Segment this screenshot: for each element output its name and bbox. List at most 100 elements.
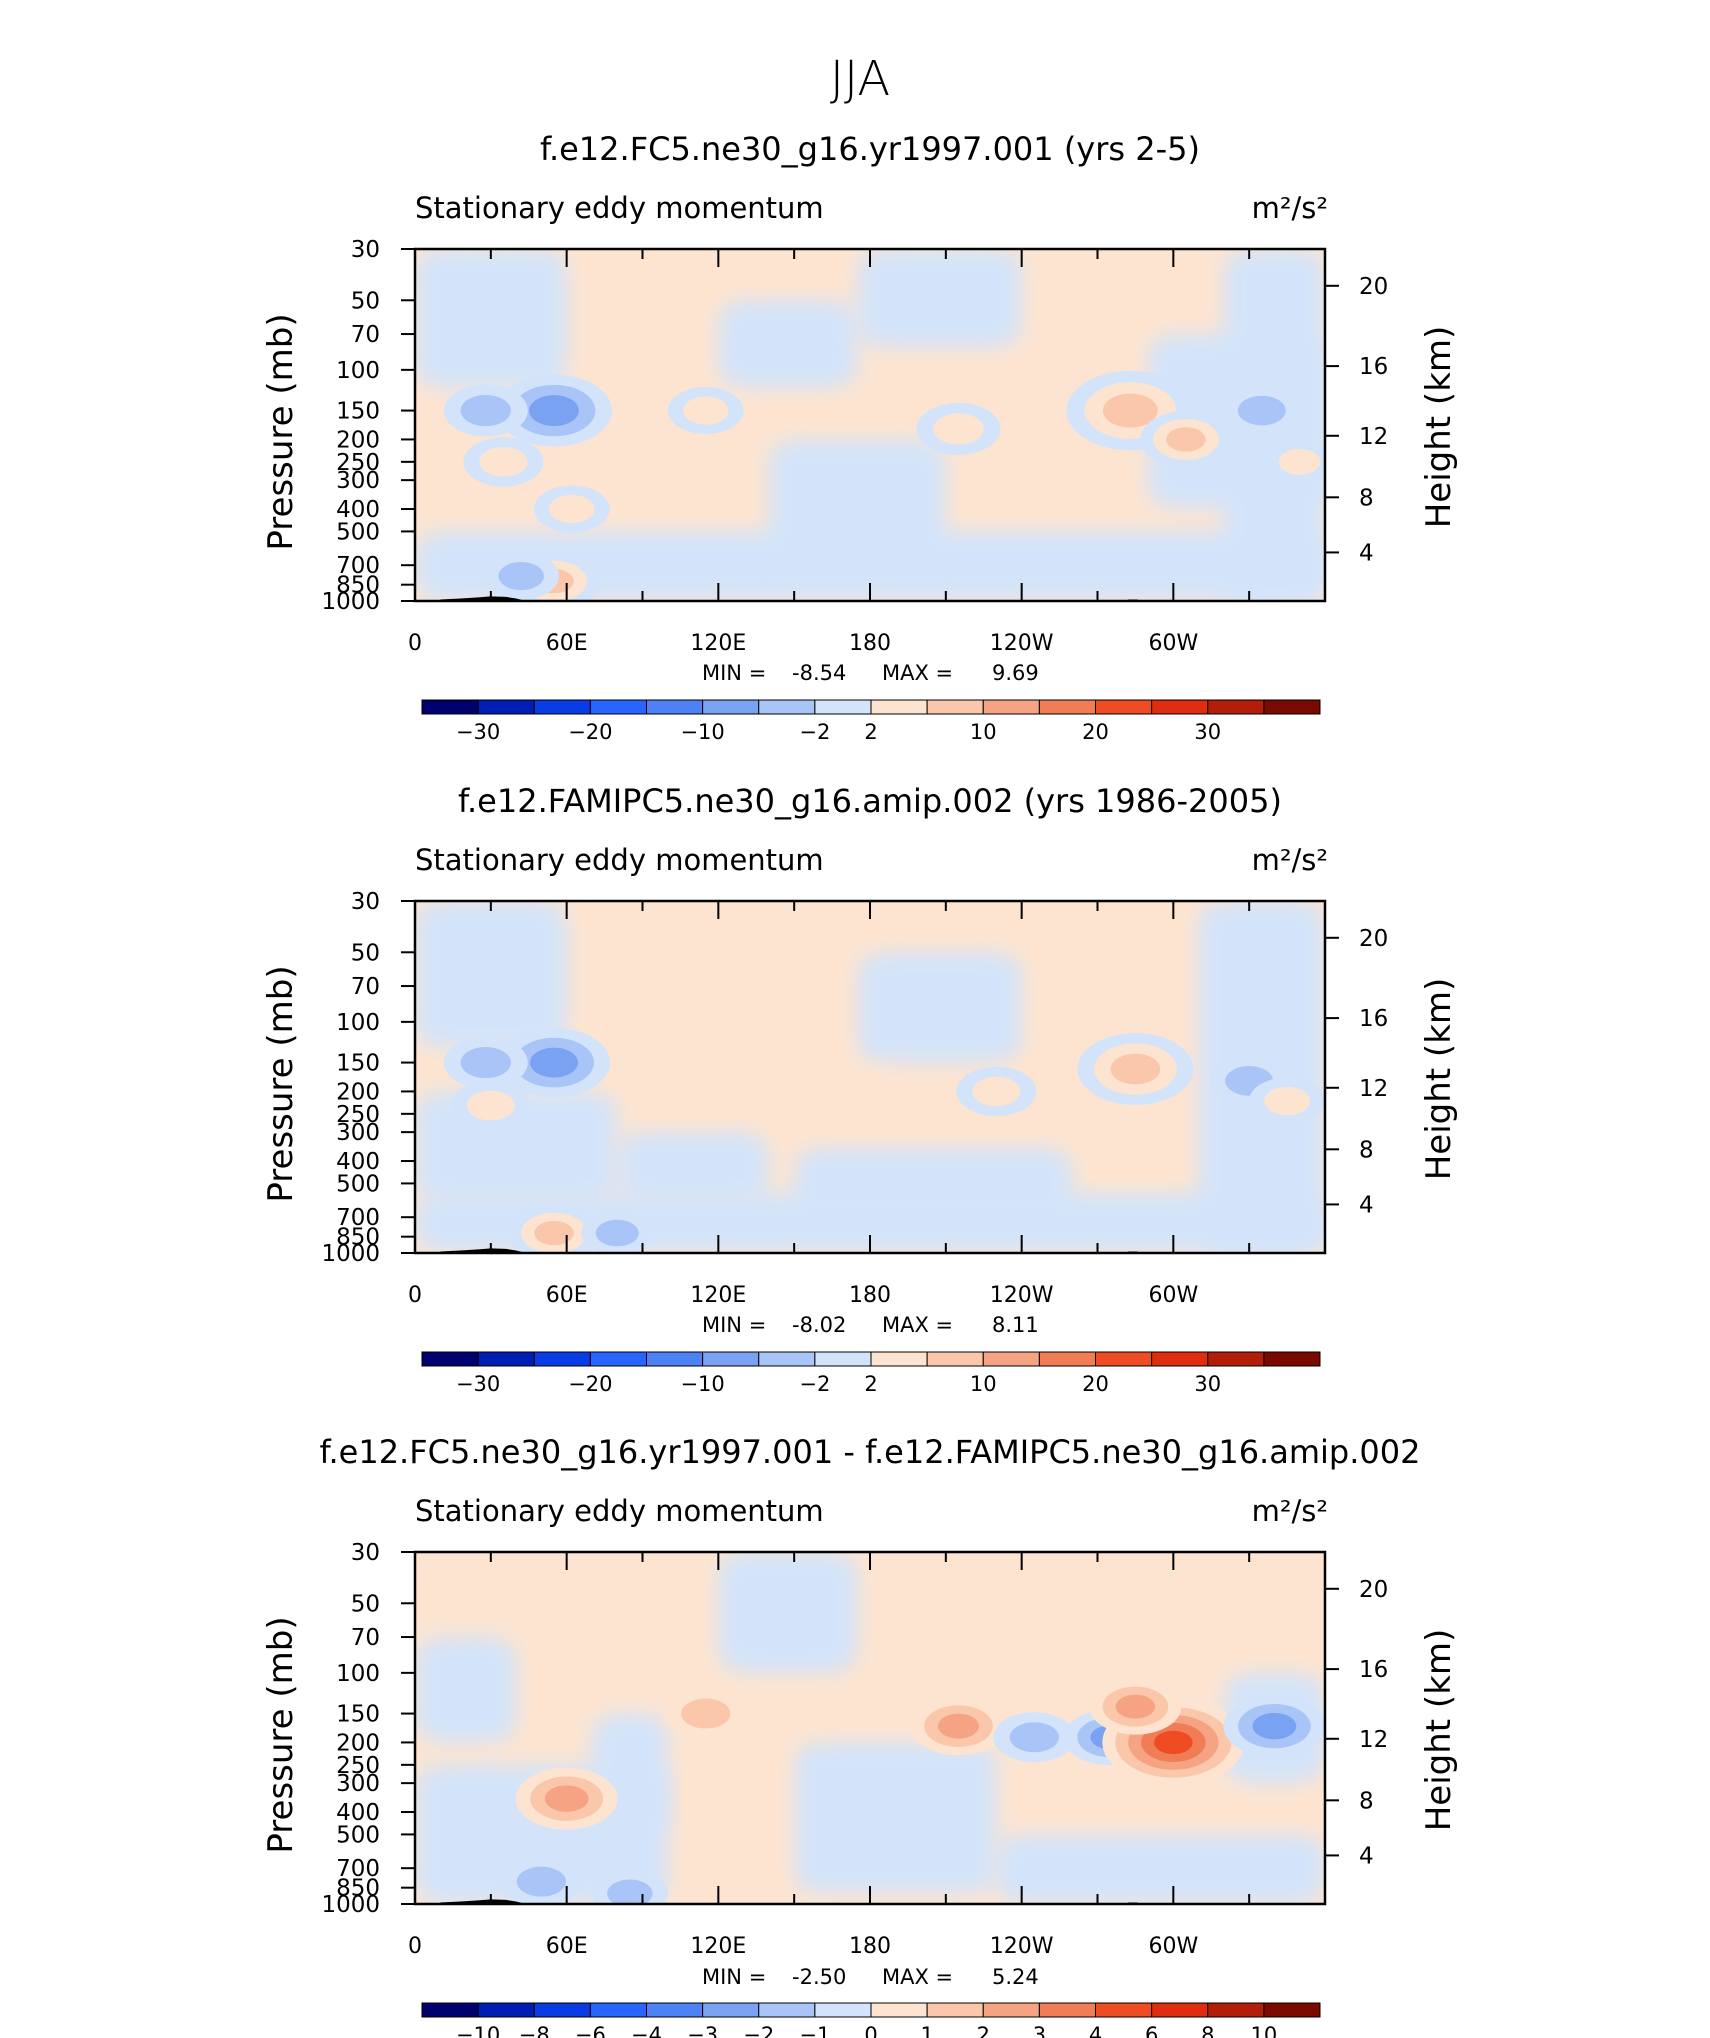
y-tick-label: 1000 bbox=[321, 1241, 380, 1267]
x-tick-label: 120W bbox=[990, 1283, 1054, 1308]
colorbar-label: −6 bbox=[575, 2023, 606, 2038]
y2-tick-label: 4 bbox=[1359, 1843, 1374, 1869]
contour-blob bbox=[933, 413, 984, 445]
y-tick-label: 850 bbox=[336, 1876, 380, 1902]
max-value: 5.24 bbox=[992, 1965, 1039, 1989]
colorbar-swatch bbox=[477, 699, 535, 715]
y-axis-label: Pressure (mb) bbox=[261, 313, 301, 550]
colorbar-label: 10 bbox=[970, 1372, 997, 1396]
contour-blob bbox=[937, 1713, 980, 1739]
x-tick-label: 60E bbox=[546, 1934, 588, 1959]
contour-blob bbox=[682, 396, 729, 425]
colorbar-swatch bbox=[1038, 699, 1096, 715]
y-tick-label: 700 bbox=[336, 1856, 380, 1882]
colorbar-swatch bbox=[926, 2002, 984, 2018]
colorbar-swatch bbox=[926, 699, 984, 715]
units-label: m²/s² bbox=[1252, 191, 1328, 225]
y2-axis-label: Height (km) bbox=[1419, 1629, 1459, 1832]
contour-blob bbox=[1009, 1722, 1059, 1753]
contour-blob bbox=[1237, 395, 1286, 426]
colorbar-label: 20 bbox=[1082, 1372, 1109, 1396]
x-tick-label: 60W bbox=[1148, 1934, 1198, 1959]
y-tick-label: 400 bbox=[336, 1149, 380, 1175]
x-tick-label: 120W bbox=[990, 631, 1054, 656]
colorbar-label: 3 bbox=[1033, 2023, 1046, 2038]
y-tick-label: 400 bbox=[336, 497, 380, 523]
y-tick-label: 500 bbox=[336, 519, 380, 545]
min-value: -8.02 bbox=[792, 1313, 846, 1337]
min-label: MIN = bbox=[702, 1965, 766, 1989]
y2-tick-label: 12 bbox=[1359, 1727, 1388, 1753]
x-tick-label: 120E bbox=[690, 631, 746, 656]
y2-tick-label: 4 bbox=[1359, 1192, 1374, 1218]
left-string: Stationary eddy momentum bbox=[415, 843, 824, 877]
colorbar-swatch bbox=[1095, 699, 1153, 715]
y2-tick-label: 8 bbox=[1359, 485, 1374, 511]
panel-title: f.e12.FAMIPC5.ne30_g16.amip.002 (yrs 198… bbox=[458, 782, 1282, 820]
colorbar-label: 20 bbox=[1082, 720, 1109, 744]
negative-region bbox=[617, 1132, 769, 1202]
colorbar-label: −2 bbox=[799, 1372, 830, 1396]
contour-blob bbox=[466, 1090, 515, 1121]
colorbar-label: −1 bbox=[799, 2023, 830, 2038]
colorbar-label: −2 bbox=[799, 720, 830, 744]
colorbar-label: −20 bbox=[568, 1372, 612, 1396]
y-tick-label: 30 bbox=[351, 237, 380, 263]
panel-title: f.e12.FC5.ne30_g16.yr1997.001 - f.e12.FA… bbox=[320, 1433, 1421, 1471]
colorbar-swatch bbox=[1095, 1351, 1153, 1367]
y-tick-label: 50 bbox=[351, 940, 380, 966]
colorbar-label: 8 bbox=[1201, 2023, 1214, 2038]
colorbar-label: −2 bbox=[743, 2023, 774, 2038]
y-tick-label: 700 bbox=[336, 553, 380, 579]
y-tick-label: 300 bbox=[336, 468, 380, 494]
colorbar-label: −4 bbox=[631, 2023, 662, 2038]
contour-blob bbox=[1115, 1694, 1156, 1719]
negative-region bbox=[857, 249, 1022, 348]
colorbar-label: −30 bbox=[456, 1372, 500, 1396]
y2-tick-label: 4 bbox=[1359, 540, 1374, 566]
colorbar-swatch bbox=[870, 2002, 928, 2018]
colorbar-swatch bbox=[1151, 2002, 1209, 2018]
contour-field bbox=[415, 1552, 1325, 1904]
colorbar-swatch bbox=[814, 699, 872, 715]
y-tick-label: 250 bbox=[336, 1753, 380, 1779]
y-tick-label: 70 bbox=[351, 322, 380, 348]
negative-region bbox=[415, 249, 567, 389]
colorbar-swatch bbox=[589, 1351, 647, 1367]
colorbar-label: 10 bbox=[1251, 2023, 1278, 2038]
colorbar-swatch bbox=[646, 699, 704, 715]
y2-tick-label: 20 bbox=[1359, 1577, 1388, 1603]
left-string: Stationary eddy momentum bbox=[415, 1494, 824, 1528]
colorbar-label: −10 bbox=[680, 720, 724, 744]
y-tick-label: 150 bbox=[336, 1051, 380, 1077]
panel-1: f.e12.FC5.ne30_g16.yr1997.001 (yrs 2-5) … bbox=[261, 130, 1459, 744]
contour-blob bbox=[1264, 1086, 1310, 1116]
panel-2: f.e12.FAMIPC5.ne30_g16.amip.002 (yrs 198… bbox=[261, 782, 1459, 1396]
y-tick-label: 1000 bbox=[321, 589, 380, 615]
y2-tick-label: 12 bbox=[1359, 424, 1388, 450]
units-label: m²/s² bbox=[1252, 1494, 1328, 1528]
colorbar-swatch bbox=[814, 2002, 872, 2018]
y-tick-label: 200 bbox=[336, 427, 380, 453]
negative-region bbox=[415, 901, 567, 1049]
units-label: m²/s² bbox=[1252, 843, 1328, 877]
colorbar-label: 0 bbox=[864, 2023, 877, 2038]
colorbar-label: −30 bbox=[456, 720, 500, 744]
contour-blob bbox=[498, 561, 544, 591]
contour-blob bbox=[972, 1076, 1021, 1107]
contour-blob bbox=[1110, 1053, 1161, 1085]
contour-blob bbox=[607, 1879, 653, 1904]
y-tick-label: 200 bbox=[336, 1730, 380, 1756]
colorbar-swatch bbox=[1207, 1351, 1265, 1367]
contour-blob bbox=[534, 1220, 574, 1246]
contour-blob bbox=[595, 1219, 639, 1247]
colorbar-swatch bbox=[702, 2002, 760, 2018]
colorbar-swatch bbox=[533, 699, 591, 715]
contour-blob bbox=[1166, 427, 1206, 452]
negative-region bbox=[718, 300, 858, 389]
colorbar-swatch bbox=[1263, 2002, 1321, 2018]
y-tick-label: 70 bbox=[351, 974, 380, 1000]
y2-axis-label: Height (km) bbox=[1419, 978, 1459, 1181]
y2-tick-label: 20 bbox=[1359, 274, 1388, 300]
y-tick-label: 700 bbox=[336, 1205, 380, 1231]
